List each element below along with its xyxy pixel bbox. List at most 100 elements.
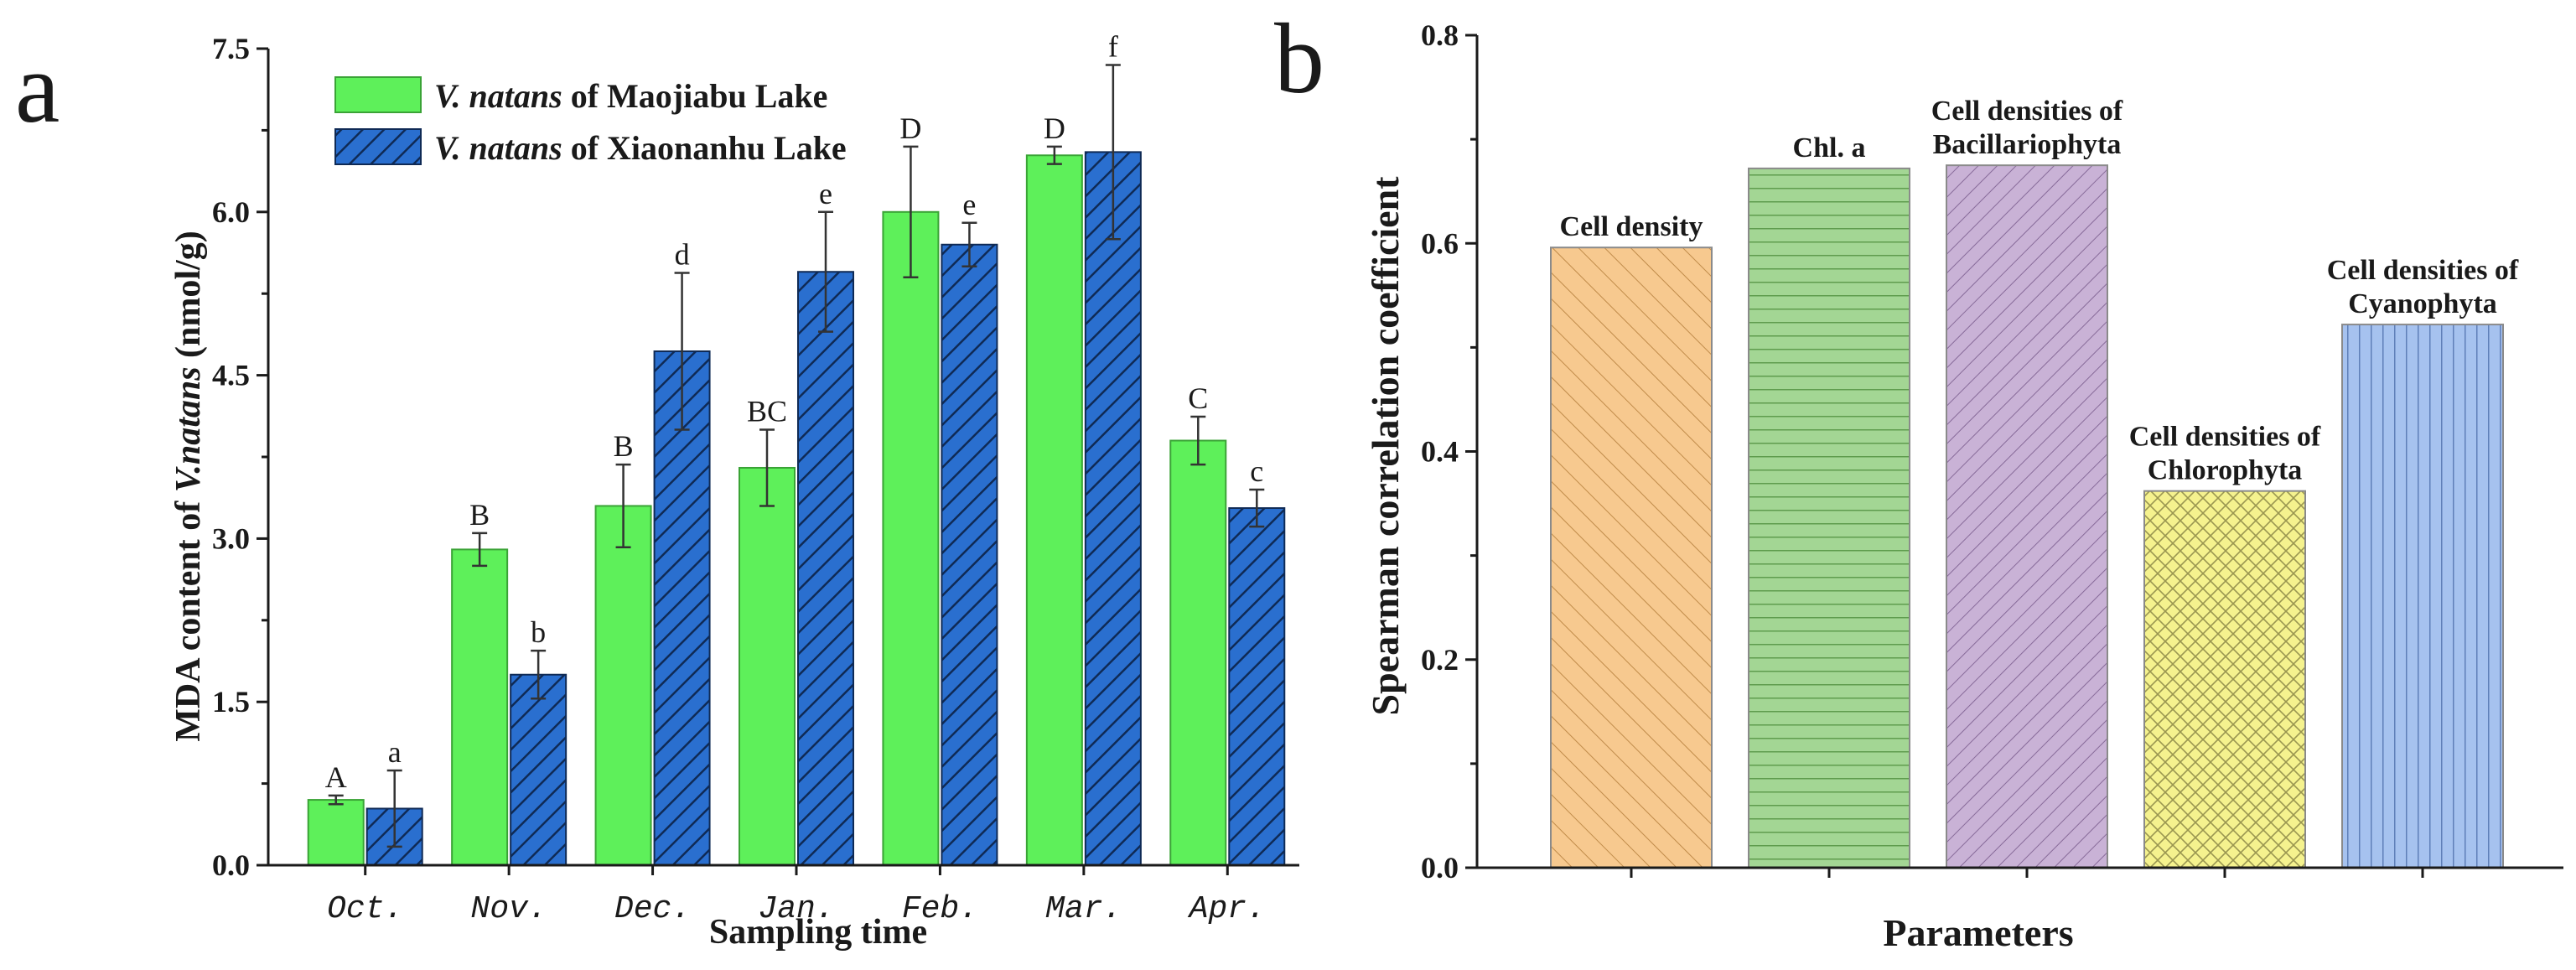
bar-label: Chl. a [1793,132,1866,163]
bar-maojiabu-6 [1169,439,1227,867]
panel-b-label: b [1274,3,1324,114]
legend-entry-italic: V. natans [434,129,562,167]
x-tick-label: Mar. [1045,891,1122,927]
y-tick-label: 0.6 [1421,226,1459,260]
error-bar-0-4 [903,145,919,278]
legend-entry-italic: V. natans [434,77,562,115]
legend-entry: V. natans of Xiaonanhu Lake [434,129,847,167]
bar-xiaonanhu-3 [797,271,854,866]
significance-label: C [1188,381,1208,415]
panel-a-significance-labels: Aa Bb Bd BC e De Df Cc [325,29,1264,793]
bar-maojiabu-4 [882,210,940,867]
y-tick-label: 0.0 [1421,851,1459,884]
x-tick-label: Feb. [902,891,978,927]
y-tick-label: 3.0 [212,521,250,555]
panel-a-bars [307,151,1286,867]
y-axis-title-part: (nmol/g) [169,231,208,366]
bar-maojiabu-1 [451,548,509,866]
error-bar-0-2 [615,463,631,549]
bar-4 [2341,324,2504,869]
bar-3 [2143,490,2306,869]
bar-1 [1748,167,1910,869]
significance-label: a [388,735,402,769]
panel-a-error-bars [328,64,1265,848]
error-bar-1-0 [386,769,402,848]
bar-xiaonanhu-6 [1228,507,1286,867]
error-bar-1-6 [1249,488,1265,528]
bar-0 [1550,246,1713,869]
bar-xiaonanhu-5 [1084,151,1142,866]
error-bar-0-3 [759,428,775,507]
significance-label: d [675,238,690,272]
y-tick-label: 0.2 [1421,643,1459,677]
bar-maojiabu-0 [307,799,365,867]
significance-label: b [531,615,546,649]
x-tick-label: Nov. [471,891,547,927]
panel-b-axes: 0.0 0.2 0.4 0.6 0.8 [1421,18,2563,884]
panel-a-label: a [15,32,60,143]
panel-b-bars [1550,164,2504,869]
panel-b-y-axis-title: Spearman correlation coefficient [1364,176,1407,716]
legend-entry-rest: of Xiaonanhu Lake [562,129,847,167]
error-bar-1-1 [531,649,547,700]
bar-label: Cell densities of [1931,96,2123,127]
legend-swatch [334,128,422,165]
error-bar-0-0 [328,794,344,806]
error-bar-1-5 [1105,64,1121,241]
x-tick-label: Jan. [758,891,834,927]
significance-label: e [962,188,976,221]
legend-entry: V. natans of Maojiabu Lake [434,77,827,115]
significance-label: B [614,429,634,463]
bar-label: Cell densities of [2129,422,2321,453]
significance-label: f [1108,29,1118,63]
panel-a: a Aa Bb Bd BC e De Df Cc Oct. Nov. Dec. Jan. Feb. Ma… [15,29,1299,952]
significance-label: D [1044,112,1065,145]
bar-xiaonanhu-4 [941,243,998,866]
bar-xiaonanhu-2 [653,350,711,866]
bar-label: Chlorophyta [2148,455,2303,486]
y-tick-label: 7.5 [212,32,250,65]
panel-a-y-axis-title: MDA content of V.natans (nmol/g) [169,231,208,741]
significance-label: B [469,498,490,532]
significance-label: BC [747,395,787,428]
bar-label: Cell density [1560,211,1703,242]
y-axis-title-part: V.natans [169,366,208,492]
error-bar-0-1 [472,532,488,568]
legend-entry-rest: of Maojiabu Lake [562,77,828,115]
bar-maojiabu-2 [594,505,652,866]
bar-maojiabu-5 [1025,154,1083,866]
error-bar-1-3 [818,210,833,333]
y-tick-label: 6.0 [212,195,250,229]
x-tick-label: Dec. [614,891,691,927]
y-tick-label: 0.0 [212,848,250,882]
bar-xiaonanhu-1 [510,673,568,866]
bar-label: Bacillariophyta [1933,129,2122,160]
y-tick-label: 0.8 [1421,18,1459,52]
legend-swatch [334,76,422,113]
bar-label: Cyanophyta [2348,288,2497,319]
y-tick-label: 4.5 [212,359,250,392]
error-bar-0-6 [1190,415,1206,466]
error-bar-1-2 [674,272,690,431]
error-bar-0-5 [1046,145,1062,165]
x-tick-label: Oct. [327,891,403,927]
bar-label: Cell densities of [2327,255,2519,286]
bar-maojiabu-3 [739,466,796,867]
panel-b-x-axis-title: Parameters [1883,911,2073,954]
bar-2 [1946,164,2108,869]
significance-label: c [1250,454,1263,488]
significance-label: D [899,112,921,145]
error-bar-1-4 [961,221,977,267]
panel-a-x-axis-title: Sampling time [709,913,927,952]
y-tick-label: 0.4 [1421,435,1459,469]
y-tick-label: 1.5 [212,685,250,718]
significance-label: A [325,760,347,794]
significance-label: e [819,177,832,210]
x-tick-label: Apr. [1188,891,1266,927]
panel-a-axes: Oct. Nov. Dec. Jan. Feb. Mar. Apr. 0.0 1.5 3.0 4.5… [212,32,1299,927]
y-axis-title-part: MDA content of [169,492,208,741]
